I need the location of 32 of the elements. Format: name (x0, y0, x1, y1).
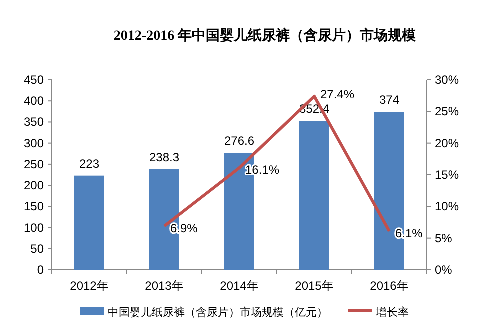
x-tick-label: 2015年 (295, 279, 334, 293)
bar (74, 176, 104, 270)
y-tick-label: 450 (24, 73, 44, 87)
data-label: 223 (79, 156, 100, 171)
bar (300, 121, 330, 270)
data-label: 374 (379, 93, 400, 108)
y-tick-label: 200 (24, 178, 44, 193)
y-tick-label: 350 (24, 115, 44, 130)
y2-tick-label: 20% (435, 136, 460, 150)
y2-tick-label: 15% (435, 168, 460, 182)
legend-label: 增长率 (375, 306, 409, 319)
y-tick-label: 300 (24, 136, 44, 150)
y2-tick-label: 5% (435, 231, 453, 246)
x-tick-label: 2016年 (370, 279, 409, 293)
y2-tick-label: 25% (435, 104, 460, 119)
x-tick-label: 2012年 (70, 279, 109, 293)
chart-title: 2012-2016 年中国婴儿纸尿裤（含尿片）市场规模 (114, 27, 418, 44)
y-tick-label: 250 (24, 157, 44, 172)
y-tick-label: 100 (24, 220, 44, 235)
y-tick-label: 0 (37, 263, 44, 277)
data-label: 27.4% (320, 87, 355, 102)
y-tick-label: 400 (24, 94, 44, 108)
y2-tick-label: 0% (435, 263, 453, 277)
y-tick-label: 150 (24, 200, 44, 214)
x-tick-label: 2014年 (220, 279, 259, 293)
y2-tick-label: 10% (435, 200, 460, 214)
x-tick-label: 2013年 (145, 279, 184, 293)
data-label: 238.3 (149, 150, 180, 164)
data-label: 276.6 (224, 134, 255, 148)
legend-label: 中国婴儿纸尿裤（含尿片）市场规模（亿元） (108, 306, 328, 319)
y-tick-label: 50 (30, 242, 44, 256)
y2-tick-label: 30% (435, 73, 460, 87)
